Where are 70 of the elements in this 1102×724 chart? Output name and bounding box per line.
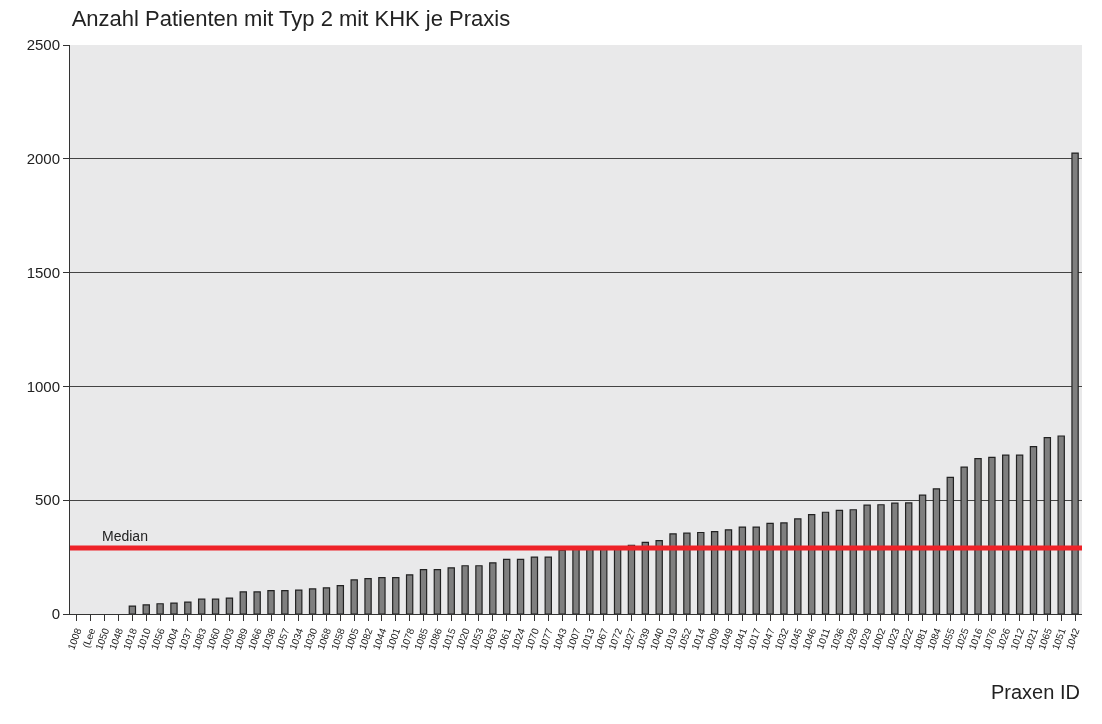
bar <box>544 556 552 614</box>
bar <box>197 598 206 614</box>
bar <box>1002 454 1010 614</box>
bar <box>988 456 996 614</box>
bar <box>447 567 455 614</box>
bar <box>170 602 178 614</box>
bar <box>752 526 760 614</box>
bar <box>378 576 386 614</box>
y-tick-label: 500 <box>34 491 60 509</box>
y-tick-label: 0 <box>51 605 60 623</box>
bar <box>1015 454 1024 614</box>
bar <box>322 587 331 614</box>
bar <box>475 565 483 614</box>
bar <box>211 598 220 614</box>
bar <box>142 604 150 614</box>
bar <box>239 591 248 614</box>
bar <box>835 509 844 614</box>
x-axis-title: Praxen ID <box>991 681 1080 703</box>
bar <box>863 504 871 614</box>
bar <box>807 513 816 614</box>
bar <box>433 569 442 614</box>
bar <box>1029 446 1038 614</box>
bar <box>295 589 303 614</box>
bar <box>405 574 414 614</box>
bar <box>794 518 802 614</box>
bar <box>156 603 164 614</box>
bar <box>697 531 705 614</box>
y-tick-label: 1000 <box>26 377 60 395</box>
bar <box>350 579 358 614</box>
bar <box>766 522 774 614</box>
bar <box>267 589 275 614</box>
bar <box>489 562 497 614</box>
bar <box>419 569 428 614</box>
bar <box>184 601 192 614</box>
bar <box>655 540 663 614</box>
y-tick-label: 1500 <box>26 263 60 281</box>
bar <box>364 578 372 614</box>
bar <box>461 565 469 614</box>
bar <box>683 532 691 614</box>
bar <box>932 488 941 614</box>
bar <box>918 494 927 614</box>
bar <box>225 597 234 614</box>
bar <box>516 558 525 614</box>
x-tick-label: 1008 <box>65 626 84 652</box>
bar <box>1043 437 1052 614</box>
bar <box>904 502 913 614</box>
bar <box>1057 435 1065 614</box>
bar <box>849 509 857 614</box>
y-tick-label: 2000 <box>26 150 60 168</box>
bar <box>281 589 289 614</box>
bar <box>502 558 511 614</box>
bar <box>780 522 788 614</box>
bar <box>1071 152 1079 614</box>
bar <box>877 504 885 614</box>
bar <box>336 584 345 614</box>
bar <box>669 533 677 614</box>
bar <box>530 556 539 614</box>
bar <box>891 502 899 614</box>
y-tick-label: 2500 <box>26 36 60 54</box>
ref-line-label: Median <box>102 528 148 544</box>
bar <box>974 457 982 614</box>
bar <box>128 605 137 614</box>
bar <box>572 548 580 614</box>
bar <box>392 576 400 614</box>
bar <box>946 476 955 614</box>
bar <box>253 591 261 614</box>
bar <box>558 549 566 614</box>
bar <box>960 466 968 614</box>
bar <box>308 588 317 614</box>
chart-title: Anzahl Patienten mit Typ 2 mit KHK je Praxis <box>71 6 511 32</box>
